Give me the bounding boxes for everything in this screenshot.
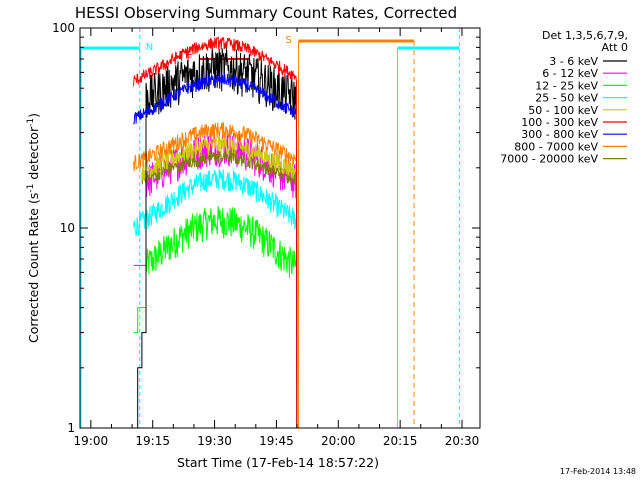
x-tick-label: 19:00	[74, 434, 109, 448]
legend-label: 7000 - 20000 keV	[500, 153, 598, 166]
y-axis-label-main: Corrected Count Rate (s	[26, 193, 41, 343]
timestamp: 17-Feb-2014 13:48	[560, 467, 636, 476]
legend-label: 800 - 7000 keV	[514, 140, 598, 153]
series-line-100-300-	[133, 36, 298, 429]
chart-title: HESSI Observing Summary Count Rates, Cor…	[75, 4, 457, 22]
y-axis-label: Corrected Count Rate (s-1 detector-1)	[26, 113, 41, 343]
legend-label: 100 - 300 keV	[521, 116, 598, 129]
series-line-12-25-	[133, 205, 298, 429]
x-tick-label: 20:00	[321, 434, 356, 448]
legend-label: 3 - 6 keV	[549, 55, 598, 68]
x-axis-label: Start Time (17-Feb-14 18:57:22)	[177, 455, 379, 470]
series-line-300-800-	[133, 73, 298, 429]
x-tick-label: 19:15	[135, 434, 170, 448]
series-line-25-50-	[133, 168, 298, 429]
x-tick-label: 19:45	[259, 434, 294, 448]
legend-header-line2: Att 0	[602, 41, 628, 54]
legend-label: 50 - 100 keV	[528, 104, 598, 117]
legend-label: 300 - 800 keV	[521, 128, 598, 141]
saa-flag-label: S	[286, 35, 292, 46]
y-axis-label-sup1: -1	[26, 184, 36, 193]
legend-label: 12 - 25 keV	[535, 79, 598, 92]
flare-flag-label: F	[187, 53, 193, 64]
series-group	[133, 36, 298, 429]
y-tick-label: 1	[67, 421, 75, 435]
axes: 1 10 100 19:00 19:15 19:30 19:45 20:00 20:15 20:3…	[52, 21, 481, 448]
x-tick-label: 20:15	[383, 434, 418, 448]
y-tick-label: 10	[60, 221, 75, 235]
x-tick-label: 20:30	[445, 434, 480, 448]
series-line-3-6-	[133, 48, 298, 429]
y-tick-label: 100	[52, 21, 75, 35]
legend-header-line1: Det 1,3,5,6,7,9,	[542, 29, 628, 42]
legend-label: 25 - 50 keV	[535, 92, 598, 105]
legend-label: 6 - 12 keV	[542, 67, 598, 80]
y-axis-label-end: )	[26, 113, 41, 118]
series-line-800-7000-	[133, 122, 298, 429]
x-tick-label: 19:30	[197, 434, 232, 448]
y-axis-label-mid: detector	[26, 126, 41, 184]
night-flag-label: N	[146, 42, 153, 53]
y-axis-label-sup2: -1	[26, 118, 36, 127]
